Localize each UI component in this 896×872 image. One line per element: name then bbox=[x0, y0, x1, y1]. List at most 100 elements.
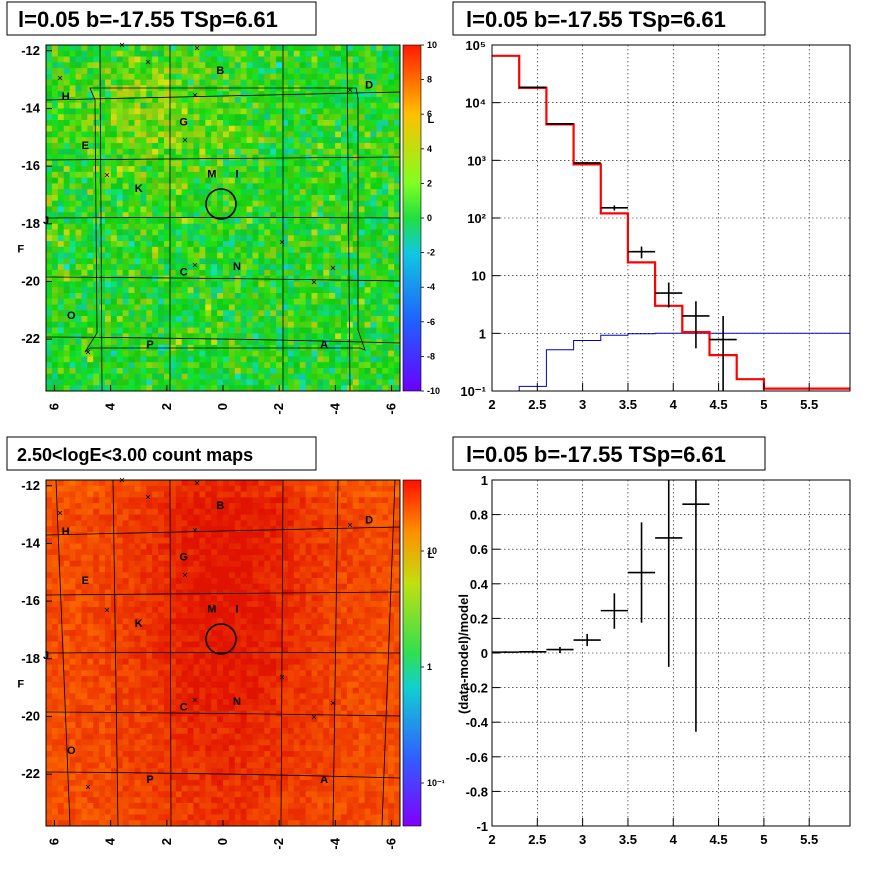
map-pixel bbox=[287, 212, 295, 219]
map-pixel bbox=[287, 373, 295, 380]
map-pixel bbox=[287, 321, 295, 328]
map-pixel bbox=[282, 316, 289, 323]
map-pixel bbox=[240, 189, 247, 196]
map-pixel bbox=[270, 171, 277, 179]
map-pixel bbox=[258, 119, 265, 127]
map-pixel bbox=[205, 91, 212, 98]
map-pixel bbox=[105, 543, 112, 550]
map-pixel bbox=[57, 503, 65, 510]
map-pixel bbox=[99, 154, 106, 161]
map-pixel bbox=[358, 218, 365, 225]
map-pixel bbox=[329, 339, 336, 346]
map-pixel bbox=[51, 45, 59, 52]
map-pixel bbox=[341, 298, 348, 305]
map-pixel bbox=[240, 287, 247, 294]
map-pixel bbox=[169, 119, 177, 127]
map-pixel bbox=[158, 287, 165, 294]
map-pixel bbox=[264, 166, 271, 173]
map-pixel bbox=[122, 676, 129, 683]
map-pixel bbox=[346, 137, 354, 144]
map-pixel bbox=[51, 327, 59, 334]
map-pixel bbox=[105, 808, 112, 815]
map-pixel bbox=[205, 212, 212, 219]
map-pixel bbox=[158, 379, 165, 386]
map-pixel bbox=[264, 183, 271, 190]
map-pixel bbox=[164, 797, 171, 804]
map-pixel bbox=[352, 125, 360, 132]
map-pixel bbox=[128, 693, 135, 700]
map-pixel bbox=[87, 554, 94, 562]
map-pixel bbox=[205, 246, 212, 253]
map-pixel bbox=[234, 298, 242, 305]
map-pixel bbox=[234, 339, 242, 346]
map-pixel bbox=[164, 143, 171, 150]
map-pixel bbox=[158, 785, 165, 792]
map-pixel bbox=[299, 212, 306, 219]
map-pixel bbox=[75, 624, 82, 631]
map-pixel bbox=[110, 56, 118, 63]
map-pixel bbox=[134, 287, 141, 294]
map-pixel bbox=[57, 56, 65, 63]
map-pixel bbox=[228, 125, 236, 132]
map-pixel bbox=[51, 131, 59, 138]
map-pixel bbox=[299, 385, 306, 392]
map-pixel bbox=[51, 543, 59, 550]
map-pixel bbox=[246, 316, 253, 323]
map-pixel bbox=[140, 664, 147, 671]
map-pixel bbox=[81, 797, 88, 804]
map-pixel bbox=[181, 85, 188, 92]
map-pixel bbox=[299, 160, 306, 167]
map-pixel bbox=[181, 229, 188, 236]
map-pixel bbox=[105, 520, 112, 527]
map-pixel bbox=[317, 252, 324, 259]
map-pixel bbox=[152, 526, 159, 533]
map-pixel bbox=[258, 194, 265, 202]
map-pixel bbox=[105, 258, 112, 265]
map-pixel bbox=[152, 177, 159, 184]
map-pixel bbox=[270, 310, 277, 317]
map-pixel bbox=[246, 235, 253, 242]
map-pixel bbox=[305, 62, 312, 69]
map-pixel bbox=[370, 79, 377, 86]
map-pixel bbox=[370, 241, 377, 248]
map-pixel bbox=[46, 45, 53, 52]
map-pixel bbox=[146, 687, 153, 694]
map-pixel bbox=[175, 148, 183, 155]
map-pixel bbox=[187, 91, 194, 98]
map-pixel bbox=[75, 514, 82, 521]
map-pixel bbox=[240, 177, 247, 184]
map-pixel bbox=[152, 814, 159, 821]
map-pixel bbox=[75, 131, 82, 138]
map-pixel bbox=[193, 125, 200, 132]
map-pixel bbox=[282, 62, 289, 69]
map-pixel bbox=[293, 73, 301, 80]
map-pixel bbox=[305, 235, 312, 242]
map-pixel bbox=[128, 676, 135, 683]
map-pixel bbox=[217, 73, 224, 80]
map-pixel bbox=[57, 480, 65, 487]
map-pixel bbox=[57, 258, 65, 265]
map-pixel bbox=[134, 316, 141, 323]
map-pixel bbox=[335, 194, 342, 202]
map-pixel bbox=[128, 814, 135, 821]
map-pixel bbox=[152, 102, 159, 109]
map-pixel bbox=[234, 143, 242, 150]
map-pixel bbox=[46, 183, 53, 190]
map-pixel bbox=[394, 50, 401, 57]
map-pixel bbox=[394, 316, 401, 323]
map-pixel bbox=[134, 333, 141, 340]
map-pixel bbox=[105, 531, 112, 539]
map-pixel bbox=[341, 143, 348, 150]
map-pixel bbox=[329, 73, 336, 80]
map-pixel bbox=[270, 304, 277, 311]
map-pixel bbox=[69, 629, 76, 637]
map-pixel bbox=[311, 166, 318, 173]
map-pixel bbox=[211, 79, 218, 86]
map-pixel bbox=[93, 791, 100, 798]
map-pixel bbox=[122, 252, 129, 259]
map-pixel bbox=[329, 166, 336, 173]
map-pixel bbox=[122, 820, 129, 827]
map-pixel bbox=[99, 681, 106, 688]
map-pixel bbox=[264, 356, 271, 363]
map-pixel bbox=[305, 287, 312, 294]
